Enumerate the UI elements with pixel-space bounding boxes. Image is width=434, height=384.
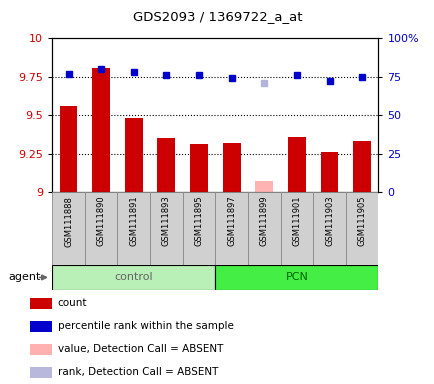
Text: GSM111897: GSM111897 (227, 196, 236, 247)
Bar (30, 344, 52, 355)
Text: value, Detection Call = ABSENT: value, Detection Call = ABSENT (58, 344, 223, 354)
FancyBboxPatch shape (280, 192, 312, 265)
Bar (222, 143, 240, 192)
FancyBboxPatch shape (345, 192, 378, 265)
Bar (287, 137, 305, 192)
Bar (59, 106, 77, 192)
Text: GSM111899: GSM111899 (259, 196, 268, 246)
FancyBboxPatch shape (312, 192, 345, 265)
Text: agent: agent (9, 272, 41, 283)
Bar (190, 144, 207, 192)
Text: GSM111891: GSM111891 (129, 196, 138, 246)
FancyBboxPatch shape (52, 265, 215, 290)
FancyBboxPatch shape (215, 265, 378, 290)
Text: control: control (114, 272, 153, 283)
Text: GSM111888: GSM111888 (64, 196, 73, 247)
Text: percentile rank within the sample: percentile rank within the sample (58, 321, 233, 331)
Bar (125, 118, 142, 192)
Text: GSM111895: GSM111895 (194, 196, 203, 246)
Text: GSM111890: GSM111890 (96, 196, 105, 246)
Bar (30, 321, 52, 332)
Bar (255, 181, 273, 192)
FancyBboxPatch shape (117, 192, 150, 265)
Bar (157, 138, 175, 192)
Text: GSM111901: GSM111901 (292, 196, 301, 246)
Text: GSM111903: GSM111903 (324, 196, 333, 246)
FancyBboxPatch shape (52, 192, 85, 265)
Text: PCN: PCN (285, 272, 308, 283)
Bar (320, 152, 338, 192)
Text: GSM111893: GSM111893 (161, 196, 171, 247)
Bar (30, 367, 52, 378)
FancyBboxPatch shape (215, 192, 247, 265)
FancyBboxPatch shape (247, 192, 280, 265)
FancyBboxPatch shape (182, 192, 215, 265)
Bar (352, 141, 370, 192)
FancyBboxPatch shape (85, 192, 117, 265)
Text: count: count (58, 298, 87, 308)
Text: rank, Detection Call = ABSENT: rank, Detection Call = ABSENT (58, 367, 217, 377)
FancyBboxPatch shape (150, 192, 182, 265)
Text: GDS2093 / 1369722_a_at: GDS2093 / 1369722_a_at (132, 10, 302, 23)
Bar (30, 298, 52, 309)
Text: GSM111905: GSM111905 (357, 196, 366, 246)
Bar (92, 68, 110, 192)
